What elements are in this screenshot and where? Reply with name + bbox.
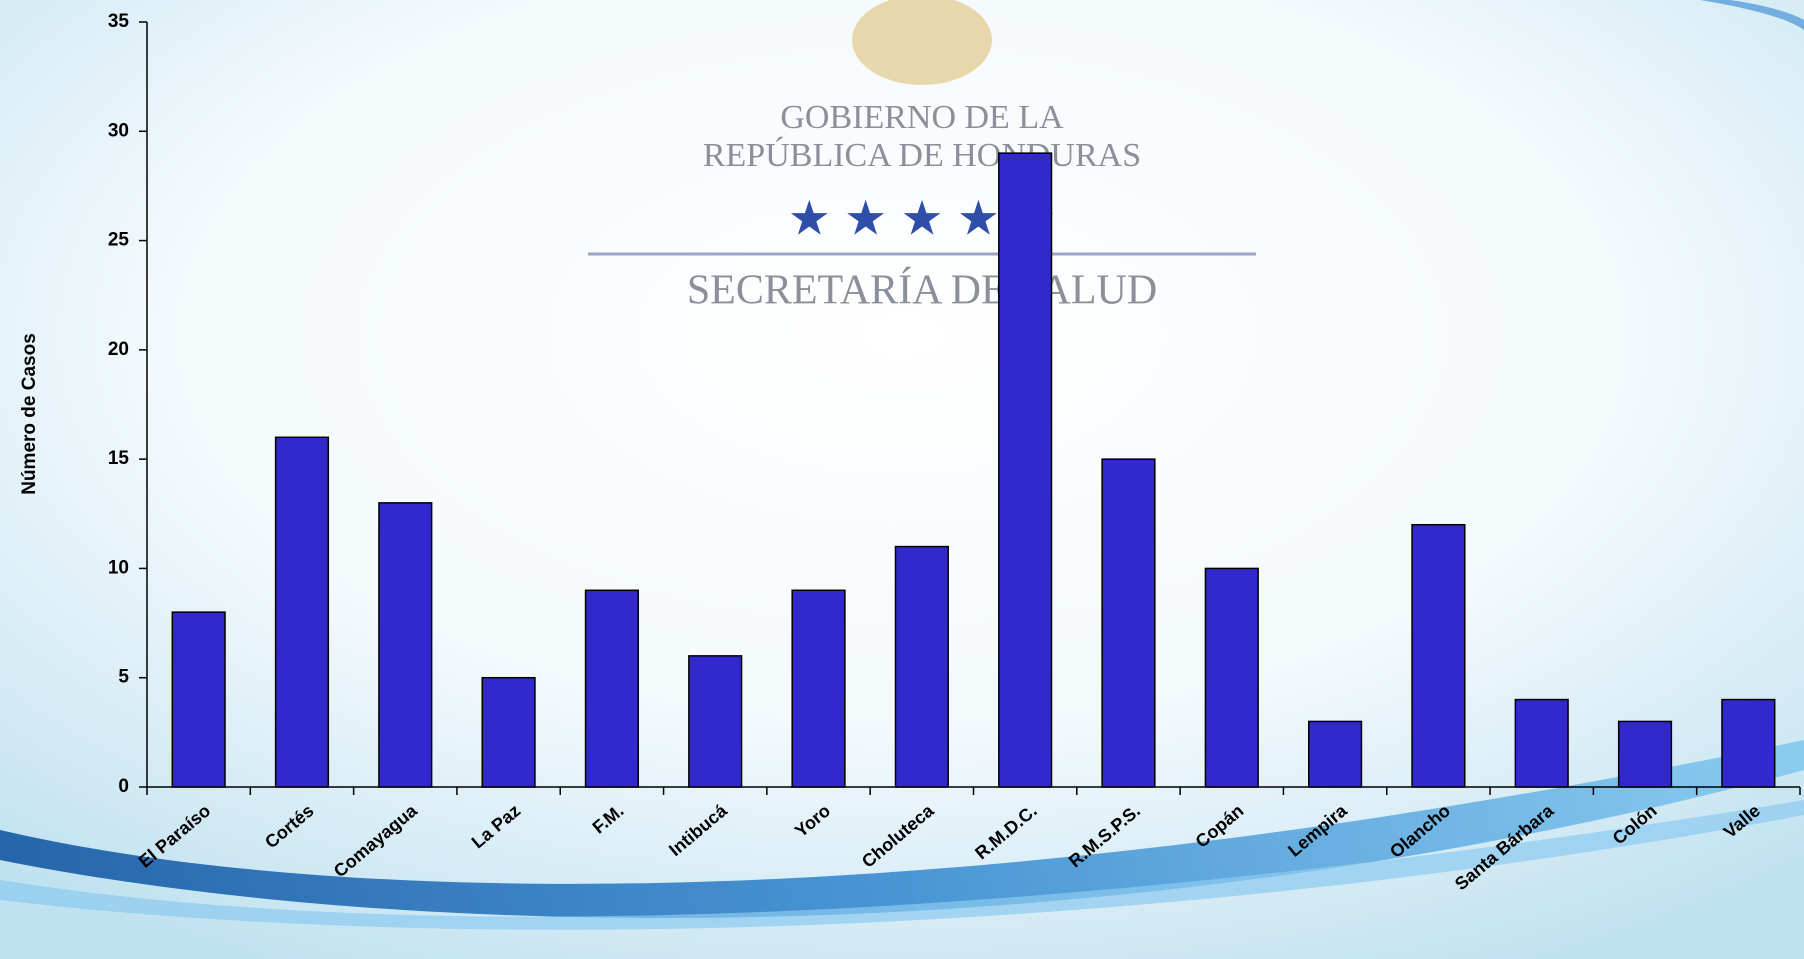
bar [481,676,536,788]
swoosh [0,800,1804,930]
bar [998,152,1053,788]
y-tick-label: 30 [108,120,129,141]
bar [378,502,433,788]
bar [894,545,949,788]
y-tick-label: 20 [108,339,129,360]
y-axis-title: Número de Casos [19,333,40,495]
y-tick-label: 35 [108,11,130,32]
bar [1101,458,1156,788]
bar [274,436,330,788]
logo-emblem [852,0,992,85]
bar [1204,567,1259,788]
y-tick-label: 15 [108,448,130,469]
bar [1721,698,1776,788]
y-tick-label: 25 [108,230,130,251]
y-tick-label: 10 [108,557,129,578]
bar [1411,523,1466,788]
logo-text: GOBIERNO DE LA [780,99,1064,136]
bar [1514,698,1569,788]
logo-text: REPÚBLICA DE HONDURAS [703,136,1141,174]
logo-text: SECRETARÍA DE SALUD [687,267,1157,314]
bar [791,589,846,788]
swoosh [0,740,1804,918]
y-tick-label: 5 [118,667,129,688]
swoosh [1700,0,1804,30]
bar [171,611,226,788]
y-tick-label: 0 [118,776,129,797]
bar [1307,720,1363,788]
bar [584,589,640,788]
bar [1617,720,1673,788]
bar [688,655,743,788]
